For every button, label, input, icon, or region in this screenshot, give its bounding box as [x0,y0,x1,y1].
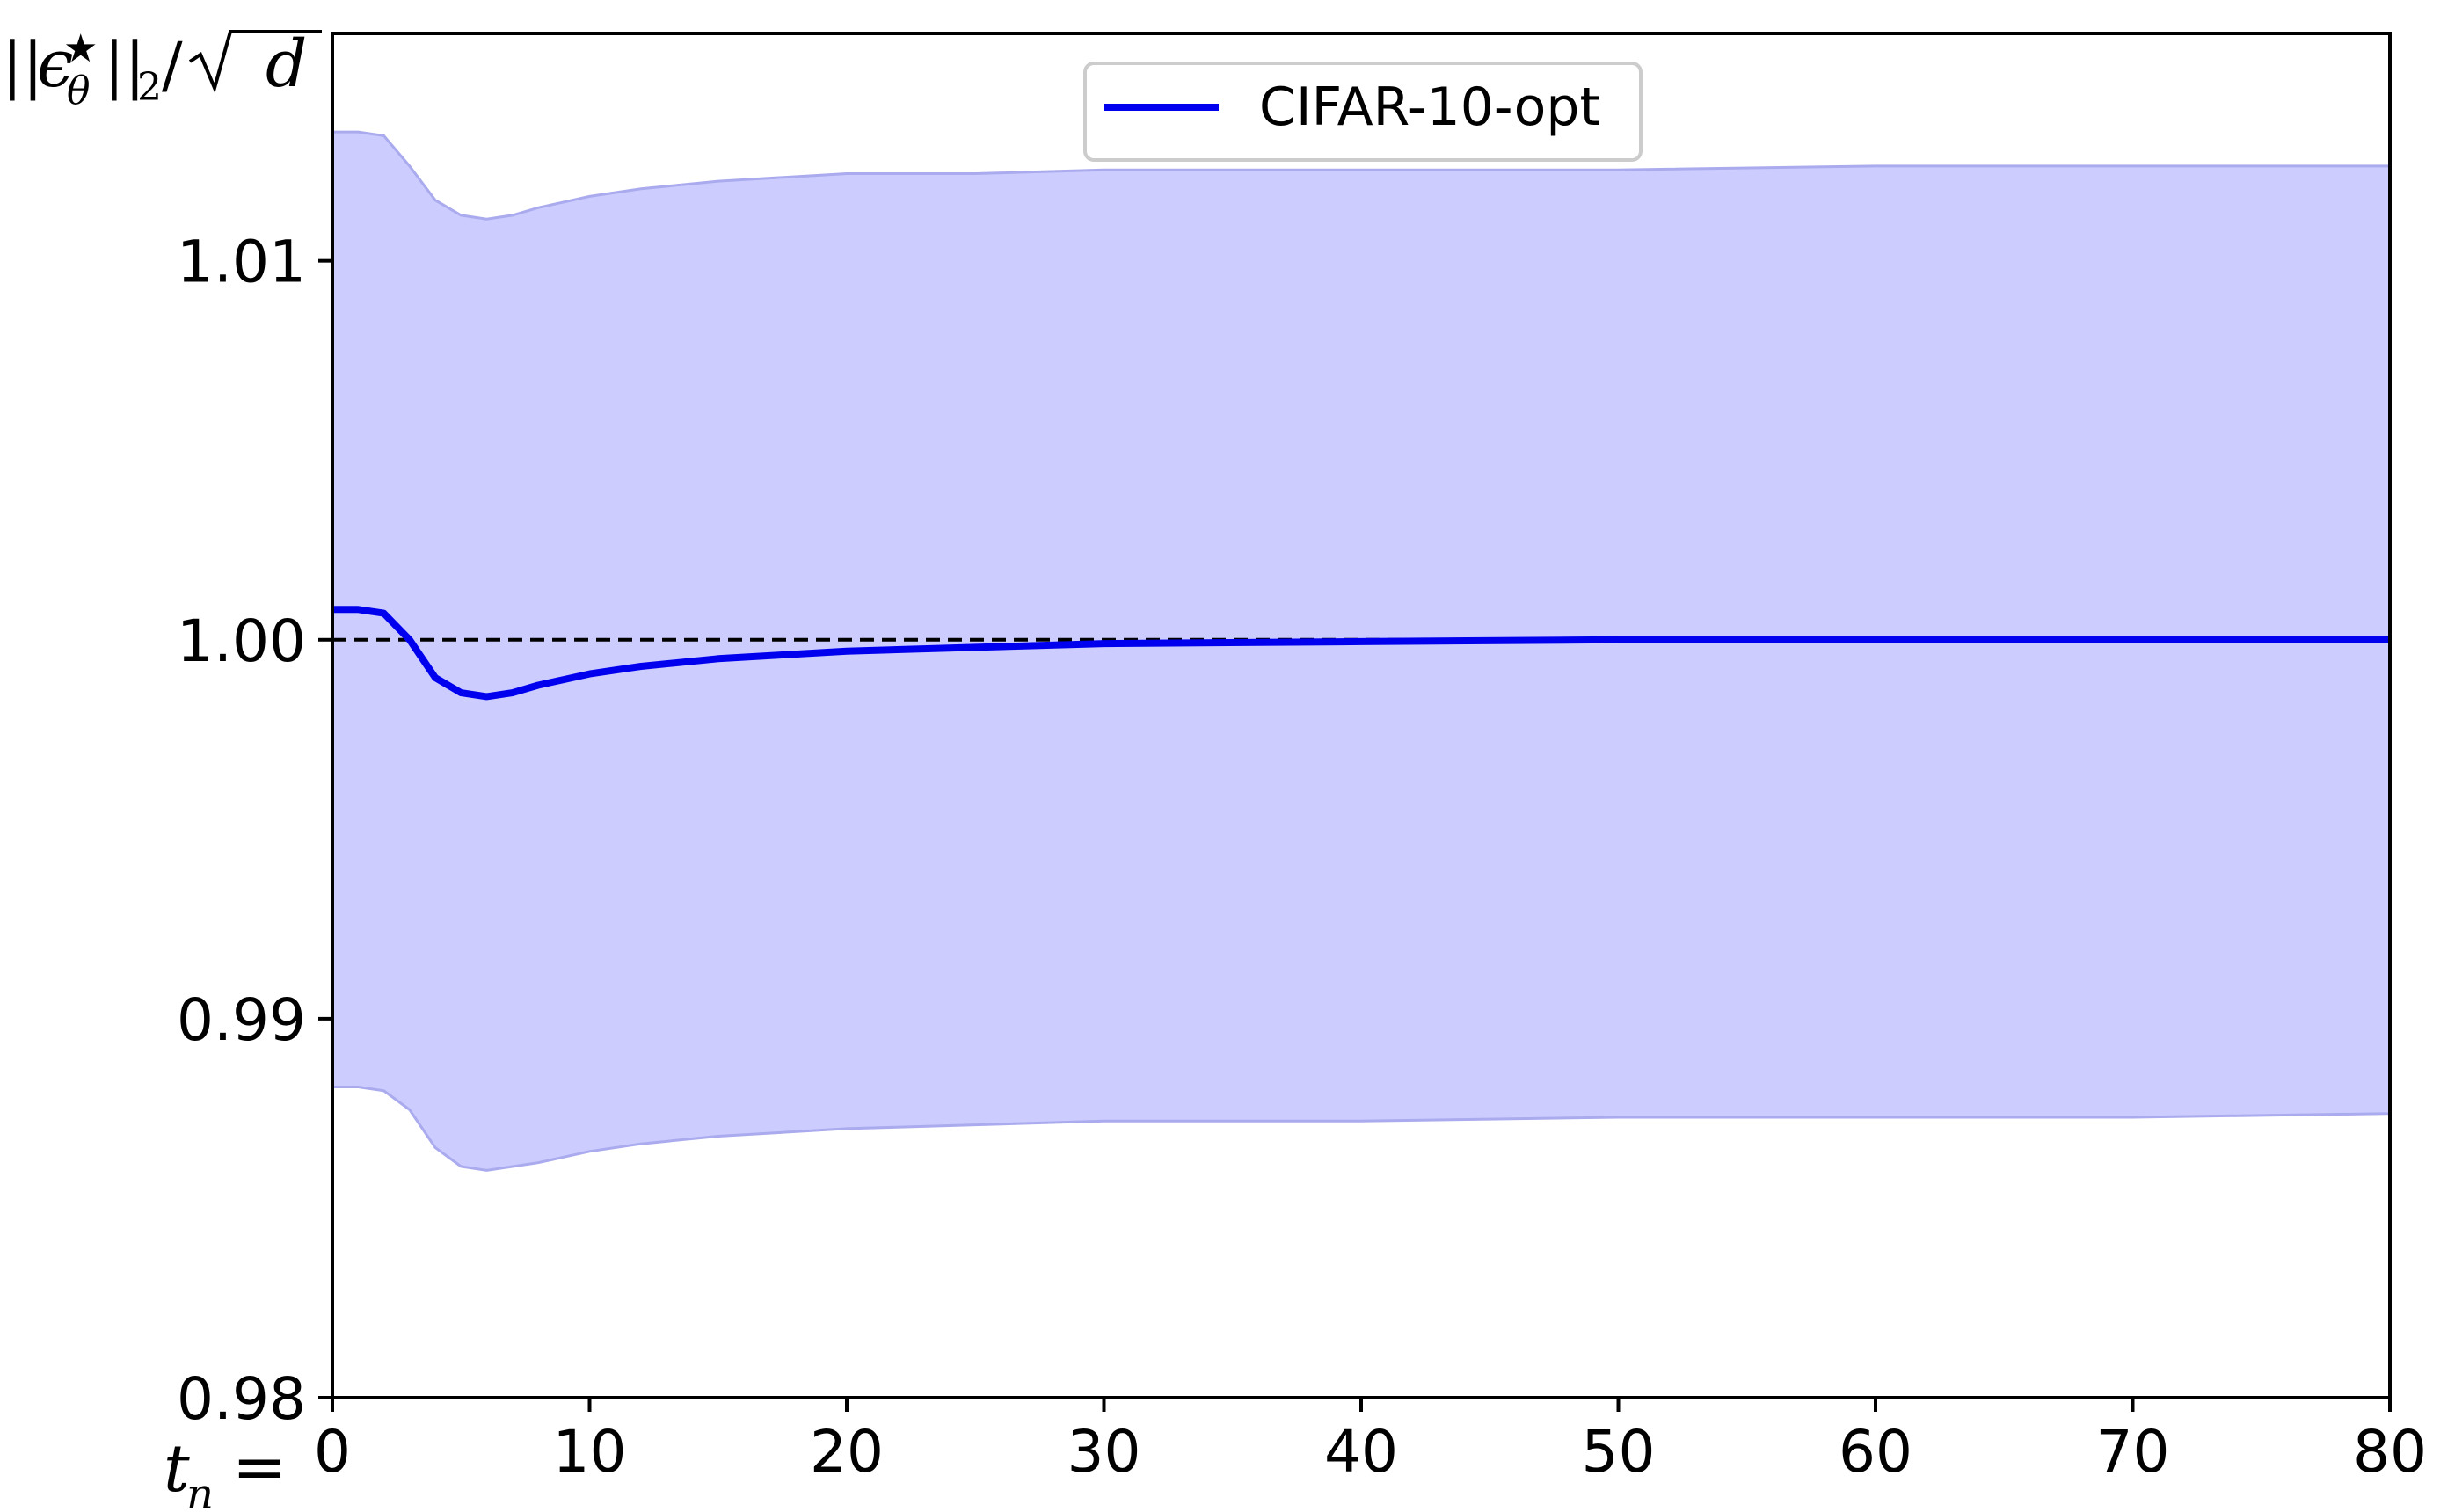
svg-text:=: = [232,1429,287,1505]
x-tick-label: 80 [2353,1418,2427,1486]
svg-text:/: / [162,29,183,101]
x-tick-label: 30 [1067,1418,1141,1486]
svg-text:θ: θ [67,69,91,113]
svg-text:★: ★ [63,26,98,71]
svg-text:n: n [186,1470,214,1512]
svg-text:ϵ: ϵ [37,26,73,102]
y-tick-label: 1.01 [177,229,306,296]
y-tick-label: 1.00 [177,607,306,675]
svg-text:||: || [104,29,145,101]
svg-text:||: || [2,29,43,101]
x-tick-label: 70 [2096,1418,2170,1486]
x-tick-label: 50 [1582,1418,1656,1486]
y-tick-label: 0.99 [177,986,306,1054]
legend: CIFAR-10-opt [1083,62,1643,162]
svg-text:t: t [164,1431,190,1507]
x-tick-label: 60 [1839,1418,1912,1486]
svg-text:d: d [266,26,307,102]
confidence-band [331,130,2392,1172]
x-axis-label: t n = [164,1429,287,1512]
legend-label: CIFAR-10-opt [1259,76,1600,138]
x-tick-label: 20 [810,1418,884,1486]
y-tick-label: 0.98 [177,1365,306,1433]
x-tick-label: 10 [553,1418,627,1486]
x-tick-label: 0 [314,1418,351,1486]
x-tick-label: 40 [1324,1418,1398,1486]
axes: 0 10 20 30 40 50 60 70 80 0.98 0.99 1.00 1.01 [177,32,2427,1486]
svg-text:2: 2 [137,65,162,110]
y-axis-label: || ϵ ★ θ || 2 / d [2,26,322,113]
series-line [332,606,2390,701]
plot-area [331,33,2392,1398]
legend-box [1083,62,1643,162]
